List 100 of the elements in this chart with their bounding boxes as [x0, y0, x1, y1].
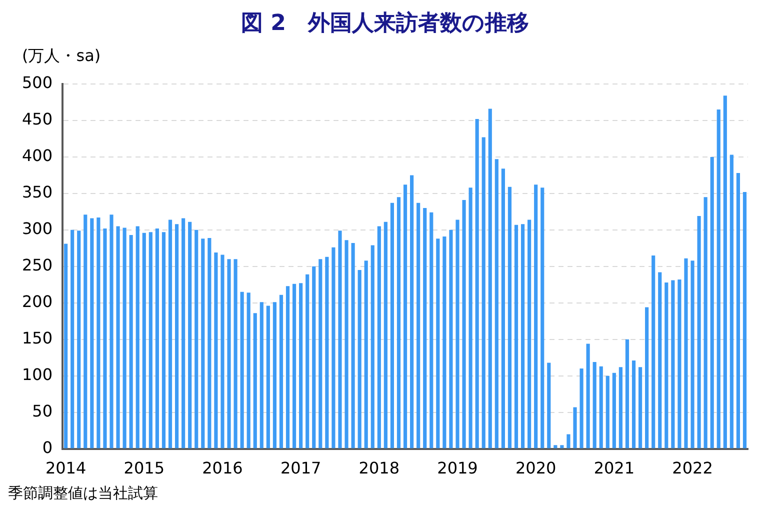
bar — [652, 255, 656, 448]
bar — [286, 286, 290, 448]
y-tick-label: 0 — [42, 438, 53, 457]
text: 季節調整値は当社試算 — [8, 484, 159, 503]
bar — [162, 232, 166, 448]
x-tick-label: 2020 — [515, 458, 556, 478]
y-tick-label: 150 — [22, 328, 53, 348]
bar — [410, 175, 414, 448]
bar — [332, 247, 336, 448]
bar — [528, 220, 532, 448]
x-tick-label: 2015 — [124, 458, 164, 478]
bar — [730, 154, 734, 448]
bar — [599, 366, 603, 448]
x-tick-label: 2016 — [202, 458, 243, 478]
bar — [77, 230, 81, 448]
bar — [423, 208, 427, 448]
bar — [554, 445, 558, 448]
bar — [573, 407, 577, 448]
bar — [638, 367, 642, 448]
bar — [325, 256, 329, 448]
bar — [84, 214, 88, 448]
bar — [122, 228, 126, 448]
bar — [508, 186, 512, 448]
bar — [240, 292, 244, 448]
y-tick-label: 250 — [22, 256, 53, 275]
bar — [592, 362, 596, 448]
bar — [645, 307, 649, 448]
bar — [188, 222, 192, 448]
bar — [364, 260, 368, 448]
bar — [586, 344, 590, 448]
bar — [540, 188, 544, 448]
bar — [475, 119, 479, 448]
bar — [246, 292, 250, 448]
x-tick-label: 2018 — [358, 458, 400, 478]
bar — [690, 260, 694, 448]
bar — [253, 313, 257, 448]
bar — [501, 168, 505, 448]
bar — [234, 259, 238, 448]
bar — [103, 228, 107, 448]
y-tick-label: 300 — [22, 219, 53, 238]
x-tick-label: 2021 — [594, 458, 635, 478]
x-tick-label: 2017 — [280, 458, 322, 478]
bar — [430, 212, 434, 448]
bar — [520, 224, 525, 448]
bar — [723, 96, 727, 448]
bar — [90, 218, 94, 448]
bar — [390, 202, 394, 448]
bar — [370, 245, 374, 448]
bar — [351, 243, 355, 448]
bar — [403, 184, 408, 448]
bar — [129, 235, 133, 448]
bar — [155, 228, 159, 448]
bar — [632, 360, 636, 448]
bar — [182, 218, 186, 448]
bar — [678, 280, 682, 448]
bar — [312, 266, 316, 448]
bar — [136, 226, 140, 448]
bar — [697, 216, 701, 448]
bar — [272, 302, 276, 448]
x-tick-label: 2022 — [672, 458, 713, 478]
bar — [168, 220, 172, 448]
bar — [612, 372, 616, 448]
bar — [468, 188, 472, 448]
bar — [618, 367, 622, 448]
bar — [318, 259, 322, 448]
bar — [260, 302, 264, 448]
bar — [358, 270, 362, 448]
bar — [671, 280, 675, 448]
y-tick-label: 200 — [22, 292, 53, 312]
bar — [488, 108, 492, 448]
bar — [292, 284, 296, 448]
bar — [142, 232, 146, 448]
bar — [547, 362, 551, 448]
y-tick-label: 350 — [22, 182, 53, 202]
bar — [456, 220, 460, 448]
bar — [534, 184, 538, 448]
bar — [64, 244, 68, 448]
x-tick-label: 2019 — [437, 458, 478, 478]
bar — [664, 282, 668, 448]
bar — [279, 294, 284, 448]
bar — [566, 434, 570, 448]
bar — [580, 368, 584, 448]
bar — [442, 236, 446, 448]
bar — [684, 258, 688, 448]
bar — [704, 197, 708, 448]
bar — [736, 173, 740, 448]
y-tick-label: 450 — [22, 110, 53, 129]
bar — [96, 218, 100, 448]
chart-title: 図 2 外国人来訪者数の推移 — [240, 10, 530, 38]
bar — [436, 238, 440, 448]
bar — [194, 230, 198, 448]
bar — [560, 445, 564, 448]
bar — [716, 110, 720, 448]
bar — [201, 238, 205, 448]
bar — [110, 214, 114, 448]
bar — [658, 272, 662, 448]
bar — [416, 202, 420, 448]
y-tick-label: 500 — [22, 73, 53, 92]
bar — [384, 222, 388, 448]
bar — [449, 230, 453, 448]
